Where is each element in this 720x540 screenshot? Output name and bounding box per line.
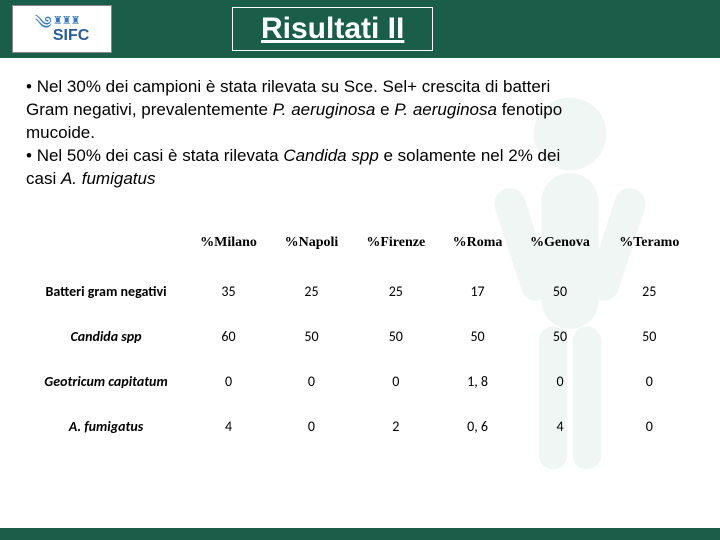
body-text: • Nel 30% dei campioni è stata rilevata … — [26, 76, 566, 191]
col-header: %Napoli — [271, 229, 352, 269]
cell-value: 50 — [271, 314, 352, 359]
cell-value: 4 — [186, 404, 271, 449]
cell-value: 50 — [440, 314, 516, 359]
cell-value: 50 — [515, 269, 604, 314]
cell-value: 50 — [352, 314, 440, 359]
page-title: Risultati II — [261, 12, 404, 45]
cell-value: 50 — [515, 314, 604, 359]
col-header: %Genova — [515, 229, 604, 269]
cell-value: 0 — [186, 359, 271, 404]
col-header: %Milano — [186, 229, 271, 269]
cell-value: 0, 6 — [440, 404, 516, 449]
text-frag: P. aeruginosa — [394, 100, 497, 119]
row-label: Candida spp — [26, 314, 186, 359]
row-label: A. fumigatus — [26, 404, 186, 449]
cell-value: 50 — [605, 314, 694, 359]
text-frag: Candida spp — [283, 146, 378, 165]
cell-value: 2 — [352, 404, 440, 449]
data-table: %Milano %Napoli %Firenze %Roma %Genova %… — [26, 229, 694, 449]
cell-value: 0 — [271, 404, 352, 449]
cell-value: 17 — [440, 269, 516, 314]
logo-icon: ༄ — [35, 4, 49, 54]
cell-value: 0 — [515, 359, 604, 404]
col-header: %Firenze — [352, 229, 440, 269]
cell-value: 25 — [352, 269, 440, 314]
col-header: %Roma — [440, 229, 516, 269]
table-header-row: %Milano %Napoli %Firenze %Roma %Genova %… — [26, 229, 694, 269]
content-area: • Nel 30% dei campioni è stata rilevata … — [0, 58, 720, 449]
table-row: Candida spp605050505050 — [26, 314, 694, 359]
cell-value: 25 — [271, 269, 352, 314]
col-header: %Teramo — [605, 229, 694, 269]
cell-value: 4 — [515, 404, 604, 449]
row-label: Geotricum capitatum — [26, 359, 186, 404]
header-band: ༄ ♜♜♜ SIFC Risultati II — [0, 0, 720, 58]
cell-value: 25 — [605, 269, 694, 314]
title-box: Risultati II — [232, 7, 433, 51]
cell-value: 1, 8 — [440, 359, 516, 404]
cell-value: 0 — [605, 404, 694, 449]
cell-value: 35 — [186, 269, 271, 314]
cell-value: 0 — [271, 359, 352, 404]
cell-value: 0 — [352, 359, 440, 404]
text-frag: P. aeruginosa — [273, 100, 376, 119]
row-label: Batteri gram negativi — [26, 269, 186, 314]
cell-value: 60 — [186, 314, 271, 359]
table-row: A. fumigatus4020, 640 — [26, 404, 694, 449]
text-frag: e — [375, 100, 394, 119]
logo-box: ༄ ♜♜♜ SIFC — [12, 5, 112, 53]
logo-people-icon: ♜♜♜ — [53, 14, 89, 27]
footer-band — [0, 528, 720, 540]
table-row: Geotricum capitatum0001, 800 — [26, 359, 694, 404]
text-frag: A. fumigatus — [61, 169, 156, 188]
table-row: Batteri gram negativi352525175025 — [26, 269, 694, 314]
logo-text: SIFC — [53, 27, 89, 44]
text-frag: Nel 50% dei casi è stata rilevata — [37, 146, 284, 165]
cell-value: 0 — [605, 359, 694, 404]
